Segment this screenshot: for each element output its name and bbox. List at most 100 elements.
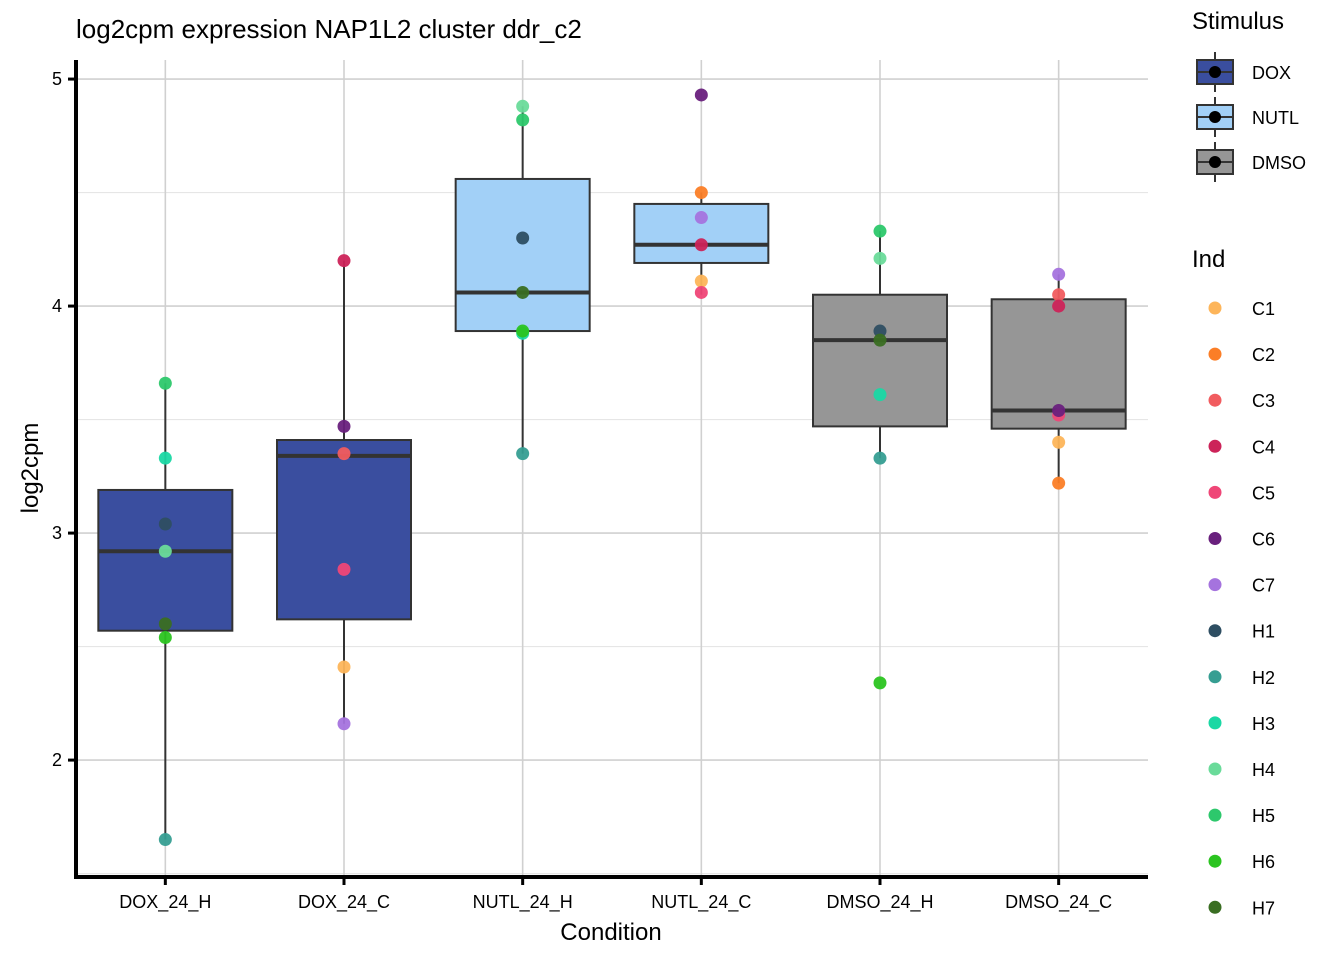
legend-ind-label: C3 [1252, 391, 1275, 411]
x-tick-label: NUTL_24_C [651, 892, 751, 913]
data-point-C1 [337, 660, 351, 674]
data-point-H7 [873, 333, 887, 347]
legend-stimulus-title: Stimulus [1192, 8, 1284, 35]
data-point-H1 [516, 231, 530, 245]
x-tick-label: DMSO_24_C [1005, 892, 1112, 913]
legend-ind-label: H7 [1252, 898, 1275, 918]
legend-ind-item: C4 [1208, 437, 1275, 457]
legend-ind-item: C5 [1208, 483, 1275, 503]
legend-stimulus-label: NUTL [1252, 108, 1299, 128]
legend-stimulus: Stimulus DOX NUTL DMSO [1192, 8, 1306, 182]
legend-ind-label: C7 [1252, 576, 1275, 596]
data-point-H5 [873, 224, 887, 238]
legend-ind-item: C1 [1208, 299, 1275, 319]
legend-ind-label: C2 [1252, 345, 1275, 365]
x-axis-title: Condition [560, 919, 661, 946]
legend-ind-dot [1208, 716, 1222, 730]
x-tick-label: DOX_24_H [119, 892, 211, 913]
y-tick-label: 5 [52, 69, 62, 89]
data-point-H4 [873, 251, 887, 265]
data-point-C4 [337, 254, 351, 268]
data-point-H7 [516, 285, 530, 299]
x-tick-label: NUTL_24_H [473, 892, 573, 913]
legend-key-point [1209, 66, 1221, 78]
data-point-C7 [1052, 267, 1066, 281]
legend-ind-label: H1 [1252, 622, 1275, 642]
data-point-C4 [694, 238, 708, 252]
legend-ind-dot [1208, 900, 1222, 914]
legend-ind-item: H7 [1208, 898, 1275, 918]
legend-ind-item: H6 [1208, 852, 1275, 872]
data-point-C4 [1052, 299, 1066, 313]
legend-ind-item: H3 [1208, 714, 1275, 734]
y-tick-label: 4 [52, 296, 62, 316]
data-point-H6 [873, 676, 887, 690]
y-tick-label: 3 [52, 523, 62, 543]
box-body [812, 293, 948, 428]
legend-ind-dot [1208, 578, 1222, 592]
legend-ind-item: C6 [1208, 530, 1275, 550]
legend-ind-title: Ind [1192, 246, 1225, 273]
legend-key-point [1209, 156, 1221, 168]
data-point-C2 [694, 186, 708, 200]
data-point-H1 [158, 517, 172, 531]
data-point-C6 [1052, 403, 1066, 417]
box-DMSO_24_H [812, 231, 948, 459]
legend-ind-item: H1 [1208, 622, 1275, 642]
chart-title: log2cpm expression NAP1L2 cluster ddr_c2 [76, 14, 582, 44]
data-point-C6 [694, 88, 708, 102]
data-point-C1 [694, 274, 708, 288]
legend-ind-item: H2 [1208, 668, 1275, 688]
data-point-H6 [158, 631, 172, 645]
legend-ind-dot [1208, 347, 1222, 361]
box-body [454, 177, 591, 333]
data-point-C3 [337, 447, 351, 461]
legend-ind-item: C2 [1208, 345, 1275, 365]
grid [76, 60, 1148, 877]
legend-ind-dot [1208, 485, 1222, 499]
legend-ind-label: H6 [1252, 852, 1275, 872]
legend-ind-dot [1208, 624, 1222, 638]
data-point-H7 [158, 617, 172, 631]
legend-ind-item: H5 [1208, 806, 1275, 826]
data-point-C2 [1052, 476, 1066, 490]
data-point-H5 [158, 376, 172, 390]
data-point-C5 [694, 285, 708, 299]
legend-ind-item: C3 [1208, 391, 1275, 411]
legend-ind-item: H4 [1208, 760, 1275, 780]
data-point-H1 [873, 324, 887, 338]
legend-stimulus-label: DOX [1252, 63, 1291, 83]
legend-ind-label: C5 [1252, 483, 1275, 503]
legend-ind: Ind C1 C2 C3 C4 C5 C6 C7 H1 H2 H3 H4 H5 H6 H7 [1192, 246, 1275, 918]
legend-stimulus-item: DMSO [1196, 142, 1306, 182]
legend-ind-dot [1208, 393, 1222, 407]
y-axis-title: log2cpm [17, 423, 44, 514]
legend-ind-label: C6 [1252, 530, 1275, 550]
y-tick-label: 2 [52, 750, 62, 770]
legend-ind-label: H2 [1252, 668, 1275, 688]
data-point-C1 [1052, 435, 1066, 449]
x-tick-label: DMSO_24_H [826, 892, 933, 913]
box-body [97, 488, 234, 632]
legend-ind-dot [1208, 532, 1222, 545]
data-point-C6 [337, 419, 351, 433]
data-point-H4 [158, 544, 172, 558]
legend-ind-dot [1208, 670, 1222, 684]
data-point-C3 [1052, 288, 1066, 302]
data-point-H2 [158, 833, 172, 847]
legend-ind-label: C4 [1252, 437, 1275, 457]
legend-ind-label: H4 [1252, 760, 1275, 780]
legend-key-point [1209, 111, 1221, 123]
legend-ind-label: C1 [1252, 299, 1275, 319]
legend-ind-dot [1208, 301, 1222, 315]
legend-stimulus-item: NUTL [1196, 97, 1299, 137]
legend-ind-dot [1208, 808, 1222, 822]
legend-ind-label: H5 [1252, 806, 1275, 826]
data-point-H5 [516, 113, 530, 127]
data-point-C7 [694, 211, 708, 225]
data-point-C5 [337, 562, 351, 576]
legend-ind-item: C7 [1208, 576, 1275, 596]
axes: 2 3 4 5 DOX_24_H DOX_24_C NUTL_24_H NUTL_24_C DM… [52, 60, 1148, 913]
boxes-layer [97, 106, 1127, 840]
